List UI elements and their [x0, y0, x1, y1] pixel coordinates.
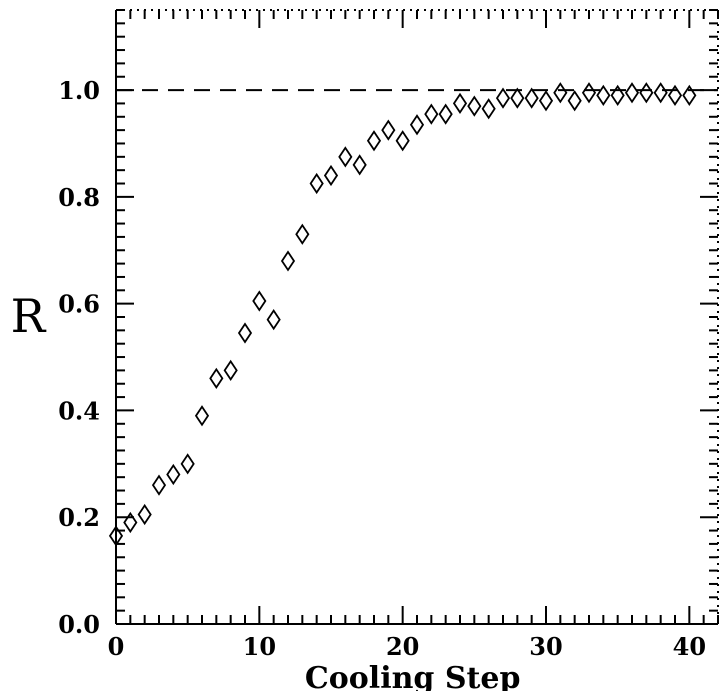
data-point — [596, 84, 611, 107]
data-point — [381, 119, 396, 141]
y-tick-label: 0.2 — [58, 503, 100, 532]
data-point — [352, 154, 367, 176]
y-tick-label: 0.0 — [58, 610, 100, 639]
data-point — [424, 103, 439, 125]
data-point — [309, 172, 324, 195]
x-tick-label: 10 — [243, 632, 276, 661]
data-point — [209, 367, 224, 390]
data-point — [538, 90, 554, 112]
x-tick-label: 0 — [108, 632, 125, 661]
data-point — [123, 511, 138, 534]
y-tick-label: 0.4 — [58, 396, 100, 425]
data-point — [194, 405, 210, 427]
x-tick-label: 40 — [673, 632, 706, 661]
data-point — [610, 84, 625, 107]
data-point — [295, 223, 310, 245]
data-point — [137, 503, 152, 526]
y-axis-title: R — [11, 289, 47, 343]
data-point — [481, 98, 496, 120]
x-tick-label: 30 — [529, 632, 562, 661]
data-point — [266, 309, 281, 331]
data-point — [180, 453, 195, 475]
data-point — [682, 84, 697, 107]
x-tick-label: 20 — [386, 632, 419, 661]
data-point — [452, 92, 468, 115]
data-point — [280, 250, 296, 272]
data-point — [108, 525, 124, 547]
axis-ticks — [115, 9, 719, 625]
data-point — [438, 103, 453, 125]
data-point — [166, 463, 181, 486]
data-point — [581, 82, 597, 104]
data-point — [409, 114, 425, 136]
data-point — [667, 84, 683, 107]
y-tick-label: 1.0 — [58, 76, 100, 105]
data-markers — [108, 82, 697, 547]
plot-frame — [115, 9, 719, 625]
data-point — [237, 322, 253, 344]
data-point — [553, 82, 568, 104]
data-point — [395, 130, 410, 152]
data-point — [252, 290, 267, 312]
y-tick-label: 0.8 — [58, 183, 100, 212]
data-point — [639, 82, 654, 104]
data-point — [624, 82, 640, 104]
data-point — [338, 146, 353, 168]
data-point — [653, 82, 668, 104]
x-tick-labels: 0 10 20 30 40 — [108, 632, 706, 661]
data-point — [467, 95, 482, 117]
data-point — [366, 130, 382, 152]
y-tick-labels: 0.0 0.2 0.4 0.6 0.8 1.0 — [58, 76, 100, 639]
data-point — [223, 359, 238, 382]
x-axis-title: Cooling Step — [305, 661, 521, 691]
y-tick-label: 0.6 — [58, 290, 100, 319]
data-point — [567, 90, 582, 112]
data-point — [524, 87, 539, 109]
data-point — [323, 164, 339, 187]
data-point — [495, 87, 511, 109]
data-point — [151, 474, 167, 496]
data-point — [510, 87, 525, 109]
